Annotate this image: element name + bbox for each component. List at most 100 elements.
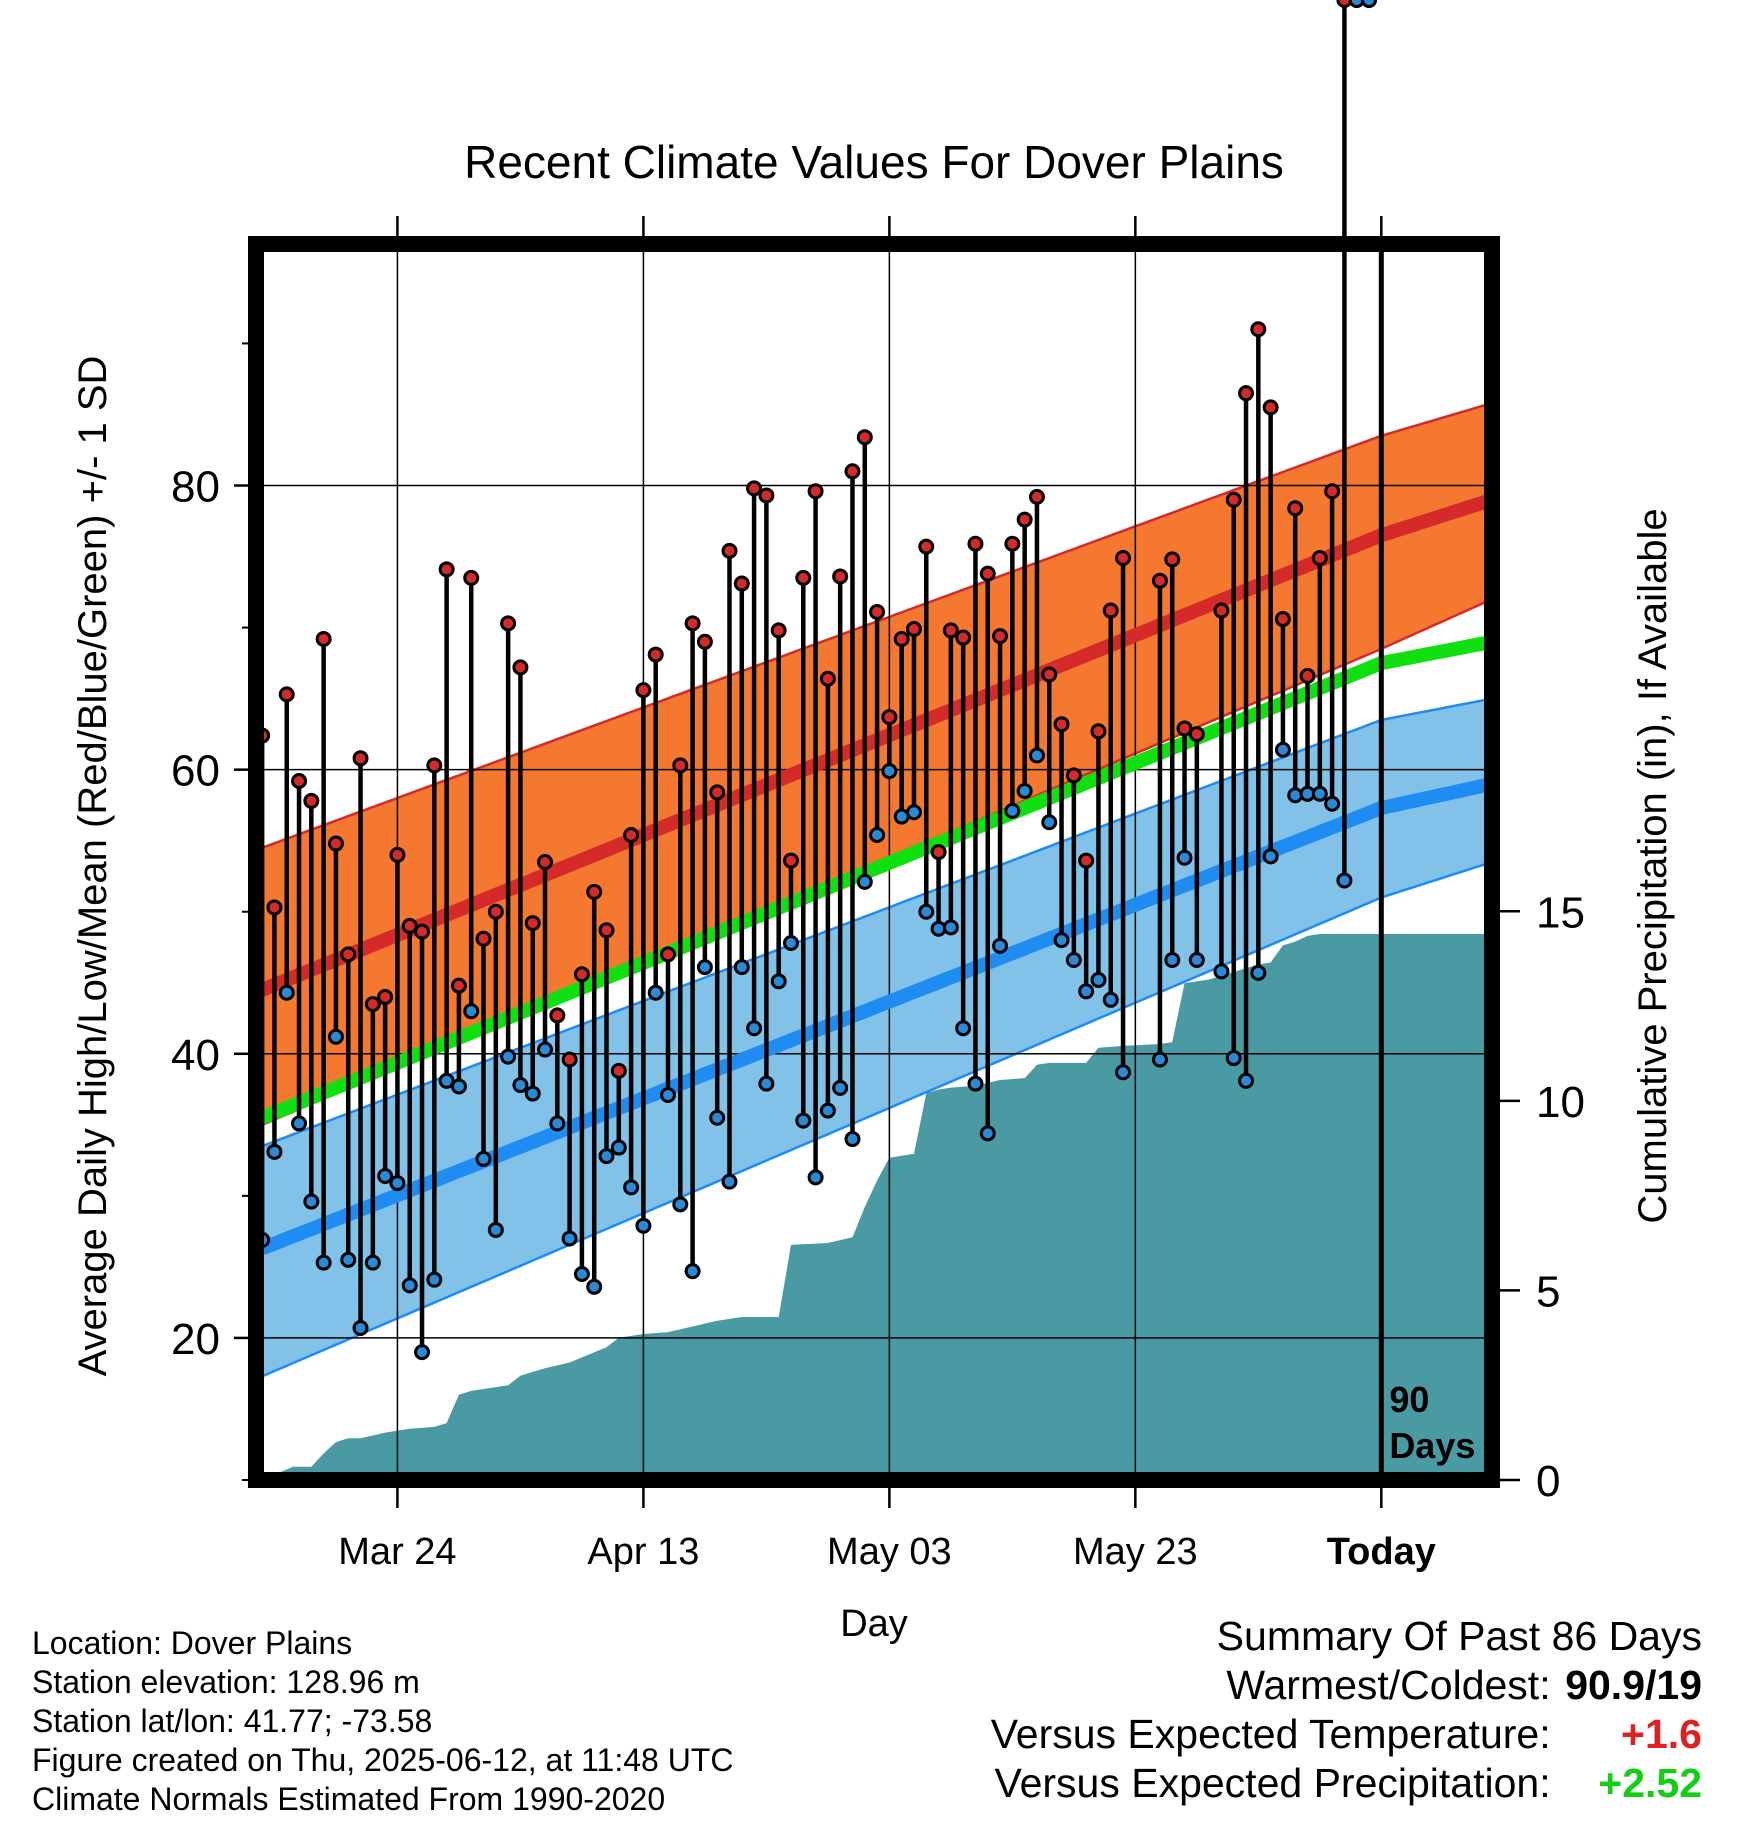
daily-low-point xyxy=(807,1169,824,1186)
daily-low-point xyxy=(1164,952,1181,969)
daily-high-point xyxy=(475,930,492,947)
daily-low-point xyxy=(918,903,935,920)
daily-high-point xyxy=(1053,716,1070,733)
summary-panel: Summary Of Past 86 Days Warmest/Coldest:… xyxy=(991,1612,1702,1808)
daily-high-point xyxy=(561,1051,578,1068)
daily-low-point xyxy=(487,1221,504,1238)
y-tick-label: 20 xyxy=(171,1315,220,1364)
daily-low-point xyxy=(1151,1051,1168,1068)
daily-low-point xyxy=(1102,991,1119,1008)
y2-tick-label: 0 xyxy=(1536,1457,1560,1506)
daily-high-point xyxy=(881,709,898,726)
daily-high-point xyxy=(315,630,332,647)
daily-high-point xyxy=(278,686,295,703)
daily-low-point xyxy=(537,1041,554,1058)
daily-high-point xyxy=(992,628,1009,645)
y2-axis-label: Cumulative Precipitation (in), If Availa… xyxy=(1631,508,1675,1223)
daily-low-point xyxy=(377,1167,394,1184)
precipitation-label: Versus Expected Precipitation: xyxy=(994,1760,1551,1806)
daily-low-point xyxy=(610,1139,627,1156)
daily-low-point xyxy=(832,1079,849,1096)
daily-low-point xyxy=(1348,0,1365,8)
daily-low-point xyxy=(291,1115,308,1132)
daily-high-point xyxy=(1287,500,1304,517)
precipitation-row: Versus Expected Precipitation: +2.52 xyxy=(991,1759,1703,1808)
temperature-value: +1.6 xyxy=(1621,1711,1702,1757)
daily-high-point xyxy=(610,1062,627,1079)
daily-low-point xyxy=(463,1003,480,1020)
daily-high-point xyxy=(512,659,529,676)
daily-high-point xyxy=(524,915,541,932)
ninety-days-label: Days xyxy=(1389,1425,1475,1466)
daily-low-point xyxy=(795,1112,812,1129)
daily-low-point xyxy=(278,984,295,1001)
daily-low-point xyxy=(438,1072,455,1089)
daily-low-point xyxy=(524,1085,541,1102)
daily-low-point xyxy=(1065,952,1082,969)
daily-high-point xyxy=(795,569,812,586)
daily-low-point xyxy=(327,1028,344,1045)
daily-low-point xyxy=(992,937,1009,954)
daily-high-point xyxy=(1090,723,1107,740)
daily-low-point xyxy=(426,1271,443,1288)
daily-high-point xyxy=(905,621,922,638)
daily-low-point xyxy=(746,1020,763,1037)
daily-high-point xyxy=(401,917,418,934)
daily-high-point xyxy=(1004,535,1021,552)
y-tick-label: 60 xyxy=(171,747,220,796)
daily-low-point xyxy=(660,1086,676,1103)
daily-high-point xyxy=(770,622,787,639)
daily-low-point xyxy=(573,1266,590,1282)
daily-low-point xyxy=(598,1148,615,1165)
daily-low-point xyxy=(647,984,664,1001)
y-axis-label: Average Daily High/Low/Mean (Red/Blue/Gr… xyxy=(71,356,115,1377)
daily-low-point xyxy=(450,1078,467,1095)
daily-low-point xyxy=(1115,1064,1132,1081)
daily-high-point xyxy=(844,463,861,480)
warmest-coldest-row: Warmest/Coldest: 90.9/19 xyxy=(991,1661,1702,1710)
daily-low-point xyxy=(856,873,873,890)
daily-high-point xyxy=(819,670,836,687)
daily-high-point xyxy=(623,827,640,844)
daily-low-point xyxy=(1225,1050,1242,1067)
daily-high-point xyxy=(1262,399,1279,416)
daily-low-point xyxy=(1078,983,1095,1000)
daily-high-point xyxy=(426,757,443,774)
daily-high-point xyxy=(782,852,799,869)
temperature-row: Versus Expected Temperature: +1.6 xyxy=(991,1710,1702,1759)
daily-low-point xyxy=(635,1217,652,1234)
daily-low-point xyxy=(881,763,898,780)
daily-high-point xyxy=(709,784,726,801)
daily-low-point xyxy=(733,959,750,976)
daily-low-point xyxy=(1213,963,1230,980)
daily-high-point xyxy=(672,757,689,774)
daily-low-point xyxy=(758,1075,775,1092)
daily-high-point xyxy=(1164,551,1181,568)
daily-high-point xyxy=(1250,321,1267,338)
daily-high-point xyxy=(1041,666,1058,683)
daily-low-point xyxy=(414,1344,431,1361)
x-tick-label: May 23 xyxy=(1073,1531,1198,1573)
daily-low-point xyxy=(1176,849,1193,866)
y2-tick-label: 10 xyxy=(1536,1078,1585,1127)
y2-tick-label: 5 xyxy=(1536,1267,1560,1316)
daily-low-point xyxy=(942,919,959,936)
daily-low-point xyxy=(561,1230,578,1247)
daily-high-point xyxy=(930,844,947,861)
daily-low-point xyxy=(1041,814,1058,831)
daily-low-point xyxy=(586,1278,603,1295)
summary-title: Summary Of Past 86 Days xyxy=(1216,1613,1702,1659)
daily-high-point xyxy=(955,629,972,646)
daily-low-point xyxy=(672,1196,689,1213)
daily-low-point xyxy=(819,1102,836,1119)
daily-high-point xyxy=(414,923,431,940)
daily-low-point xyxy=(1188,952,1205,969)
daily-high-point xyxy=(1299,667,1316,684)
daily-high-point xyxy=(340,946,357,963)
x-tick-label: Today xyxy=(1327,1531,1436,1573)
daily-high-point xyxy=(893,630,910,647)
daily-low-point xyxy=(696,959,713,976)
daily-high-point xyxy=(364,996,381,1013)
daily-low-point xyxy=(475,1150,492,1167)
